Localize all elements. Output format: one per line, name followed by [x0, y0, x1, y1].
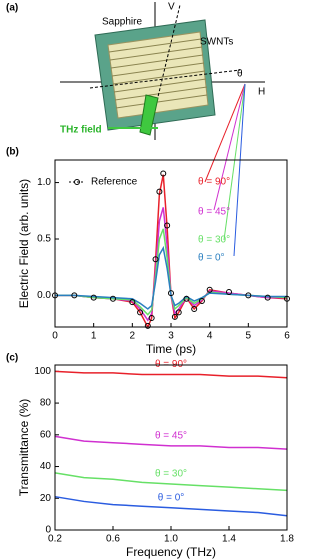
- series-line: [54, 495, 288, 517]
- x-tick-label: 6: [284, 331, 290, 342]
- x-tick-label: 1.4: [222, 534, 236, 545]
- series-label: θ = 30°: [155, 469, 187, 480]
- reference-point: [144, 322, 151, 329]
- legend-label: Reference: [91, 177, 138, 188]
- series-line: [54, 472, 288, 492]
- x-tick-label: 1.8: [280, 534, 294, 545]
- y-tick-label: 1.0: [37, 177, 51, 188]
- series-line: [54, 370, 288, 379]
- angle-arrows: [204, 83, 246, 257]
- reference-point: [264, 294, 271, 301]
- reference-point: [110, 295, 116, 302]
- series-line: [54, 435, 288, 450]
- x-tick-label: 0: [52, 331, 58, 342]
- x-tick-label: 5: [246, 331, 252, 342]
- reference-point: [175, 309, 182, 316]
- reference-point: [164, 222, 171, 229]
- label: THz field: [60, 125, 102, 136]
- x-tick-label: 1: [91, 331, 97, 342]
- y-tick-label: 60: [40, 429, 52, 440]
- y-axis-title: Transmittance (%): [17, 399, 31, 497]
- label: H: [258, 87, 265, 98]
- panel-label: (c): [6, 353, 18, 364]
- reference-point: [129, 299, 136, 306]
- reference-point: [198, 298, 205, 305]
- y-tick-label: 80: [40, 398, 52, 409]
- label: SWNTs: [200, 37, 233, 48]
- reference-point: [137, 309, 144, 316]
- x-tick-label: 4: [207, 331, 213, 342]
- reference-point: [148, 314, 155, 321]
- x-tick-label: 0.2: [48, 534, 62, 545]
- y-tick-label: 100: [34, 366, 51, 377]
- x-axis-title: Frequency (THz): [126, 545, 216, 559]
- panel-label: (a): [6, 3, 18, 14]
- panel-a-diagram: (a) Sapphire V SWNTs θ H THz field: [6, 2, 265, 257]
- swnt-lines: [108, 38, 208, 109]
- series-label: θ = 90°: [198, 177, 230, 188]
- series-label: θ = 0°: [158, 492, 185, 503]
- series-line: [55, 207, 287, 322]
- y-tick-label: 20: [40, 493, 52, 504]
- series-line: [55, 245, 287, 310]
- reference-point: [171, 313, 178, 320]
- x-tick-label: 0.6: [106, 534, 120, 545]
- thz-beam: [139, 94, 159, 136]
- series-label: θ = 30°: [198, 235, 230, 246]
- reference-point: [226, 289, 232, 296]
- reference-point: [71, 292, 78, 299]
- reference-point: [168, 290, 174, 297]
- series-label: θ = 45°: [155, 431, 187, 442]
- reference-point: [156, 188, 163, 195]
- label: Sapphire: [102, 17, 142, 28]
- reference-point: [206, 286, 213, 293]
- label: V: [168, 2, 175, 13]
- y-tick-label: 0.0: [37, 290, 51, 301]
- reference-point: [152, 256, 159, 263]
- x-tick-label: 2: [130, 331, 136, 342]
- swnt-film: [107, 31, 209, 119]
- x-axis-title: Time (ps): [146, 342, 196, 356]
- plot-frame: [54, 159, 288, 328]
- x-tick-label: 3: [168, 331, 174, 342]
- reference-point: [90, 294, 97, 301]
- panel-label: (b): [6, 147, 19, 158]
- plot-frame: [54, 364, 288, 531]
- series-label: θ = 0°: [198, 253, 225, 264]
- reference-point: [183, 295, 190, 302]
- y-axis-title: Electric Field (arb. units): [17, 179, 31, 308]
- y-tick-label: 0: [45, 525, 51, 536]
- y-tick-label: 0.5: [37, 234, 51, 245]
- series-line: [55, 228, 288, 316]
- reference-point: [191, 305, 198, 312]
- reference-point: [160, 170, 167, 177]
- series-label: θ = 45°: [198, 207, 230, 218]
- x-tick-label: 1.0: [164, 534, 178, 545]
- series-line: [55, 174, 288, 329]
- reference-point: [245, 292, 252, 299]
- polarization-line: [89, 69, 241, 89]
- label: θ: [237, 69, 243, 80]
- y-tick-label: 40: [40, 461, 52, 472]
